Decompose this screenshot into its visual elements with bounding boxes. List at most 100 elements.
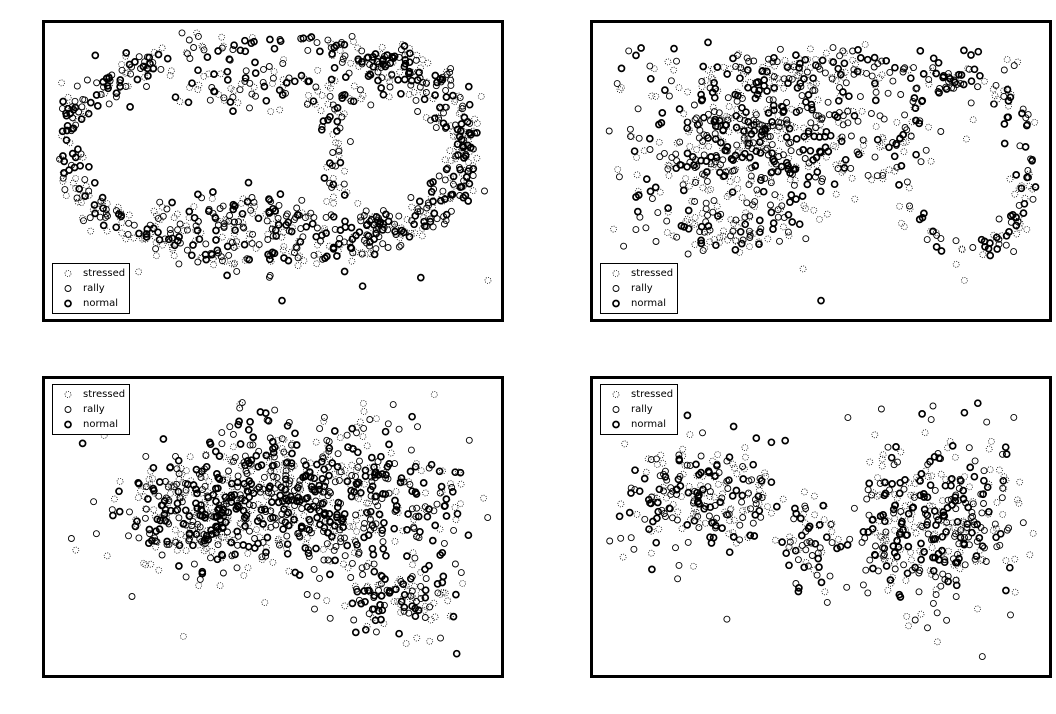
scatter-point-stressed: [378, 591, 386, 599]
scatter-point-stressed: [361, 234, 369, 242]
legend-entry-rally: rally: [57, 402, 125, 417]
scatter-point-normal: [452, 649, 461, 658]
scatter-point-normal: [800, 563, 809, 572]
scatter-point-normal: [942, 528, 950, 536]
scatter-point-rally: [794, 556, 802, 564]
scatter-point-stressed: [348, 461, 356, 469]
scatter-point-normal: [316, 47, 324, 56]
scatter-point-rally: [1007, 611, 1014, 619]
scatter-point-stressed: [387, 449, 395, 457]
scatter-point-rally: [672, 150, 680, 158]
scatter-point-rally: [294, 530, 302, 537]
scatter-point-stressed: [879, 451, 887, 459]
scatter-point-rally: [211, 213, 219, 221]
scatter-point-stressed: [907, 515, 915, 523]
scatter-point-normal: [254, 214, 263, 223]
scatter-point-normal: [716, 138, 725, 147]
scatter-point-normal: [370, 220, 378, 229]
scatter-point-normal: [772, 502, 781, 511]
scatter-point-normal: [725, 476, 733, 485]
scatter-point-stressed: [653, 461, 661, 468]
scatter-point-stressed: [297, 486, 305, 494]
scatter-point-stressed: [616, 86, 624, 94]
scatter-point-normal: [800, 75, 808, 83]
scatter-point-stressed: [701, 245, 709, 252]
scatter-point-rally: [707, 117, 714, 125]
scatter-point-normal: [1002, 586, 1010, 595]
scatter-point-normal: [895, 181, 903, 189]
scatter-point-rally: [412, 96, 420, 104]
scatter-point-normal: [155, 478, 164, 486]
scatter-point-stressed: [454, 134, 462, 142]
scatter-point-normal: [309, 97, 318, 106]
scatter-point-stressed: [1025, 182, 1033, 190]
scatter-point-stressed: [340, 515, 348, 523]
scatter-point-rally: [998, 494, 1006, 502]
scatter-point-stressed: [402, 640, 410, 647]
scatter-point-rally: [102, 210, 110, 218]
scatter-point-stressed: [222, 216, 230, 224]
scatter-point-normal: [135, 479, 143, 488]
scatter-point-rally: [818, 114, 826, 122]
scatter-point-rally: [264, 236, 272, 243]
scatter-point-rally: [357, 213, 364, 221]
scatter-point-stressed: [780, 84, 788, 92]
scatter-point-normal: [283, 540, 292, 549]
scatter-point-normal: [145, 525, 154, 534]
legend-entry-stressed: stressed: [57, 387, 125, 402]
scatter-point-normal: [401, 55, 410, 64]
scatter-point-rally: [362, 508, 370, 516]
scatter-point-normal: [683, 149, 692, 158]
scatter-point-rally: [712, 151, 720, 159]
scatter-point-rally: [142, 452, 150, 460]
scatter-point-stressed: [773, 127, 781, 135]
scatter-point-stressed: [274, 537, 282, 545]
scatter-point-normal: [175, 233, 183, 241]
scatter-point-rally: [1002, 241, 1010, 249]
scatter-point-rally: [423, 79, 430, 87]
scatter-point-rally: [356, 457, 363, 465]
scatter-point-rally: [783, 116, 791, 124]
scatter-point-stressed: [957, 519, 965, 527]
scatter-point-stressed: [365, 559, 373, 567]
scatter-point-stressed: [165, 238, 173, 246]
scatter-point-stressed: [928, 472, 936, 480]
scatter-point-rally: [695, 134, 703, 142]
scatter-point-normal: [208, 530, 216, 539]
scatter-point-rally: [481, 187, 488, 195]
scatter-point-rally: [392, 231, 400, 239]
scatter-point-rally: [823, 598, 831, 606]
scatter-point-rally: [939, 570, 947, 578]
scatter-point-rally: [897, 508, 905, 515]
scatter-point-normal: [779, 108, 787, 117]
scatter-point-normal: [379, 544, 388, 553]
scatter-point-stressed: [466, 148, 474, 155]
scatter-point-rally: [702, 205, 710, 213]
scatter-point-rally: [957, 526, 965, 534]
scatter-point-stressed: [186, 84, 194, 91]
scatter-point-stressed: [992, 524, 1000, 532]
scatter-point-stressed: [318, 92, 326, 99]
scatter-point-rally: [1015, 201, 1023, 209]
scatter-point-normal: [645, 134, 654, 143]
scatter-point-stressed: [359, 399, 367, 407]
scatter-point-stressed: [732, 155, 740, 163]
scatter-point-rally: [790, 515, 798, 523]
scatter-point-normal: [993, 245, 1002, 253]
scatter-point-rally: [775, 153, 783, 160]
scatter-point-stressed: [250, 83, 258, 91]
scatter-point-stressed: [691, 505, 699, 513]
scatter-point-rally: [155, 492, 163, 500]
scatter-point-rally: [176, 220, 184, 228]
scatter-point-normal: [975, 534, 984, 542]
scatter-point-stressed: [891, 515, 899, 523]
scatter-point-normal: [1031, 183, 1040, 191]
scatter-point-rally: [329, 101, 337, 109]
scatter-point-rally: [783, 119, 791, 127]
scatter-point-stressed: [442, 68, 450, 76]
scatter-point-normal: [263, 533, 272, 542]
scatter-point-rally: [886, 68, 894, 76]
scatter-point-normal: [343, 541, 352, 550]
scatter-point-normal: [792, 195, 800, 203]
scatter-point-stressed: [226, 538, 234, 546]
